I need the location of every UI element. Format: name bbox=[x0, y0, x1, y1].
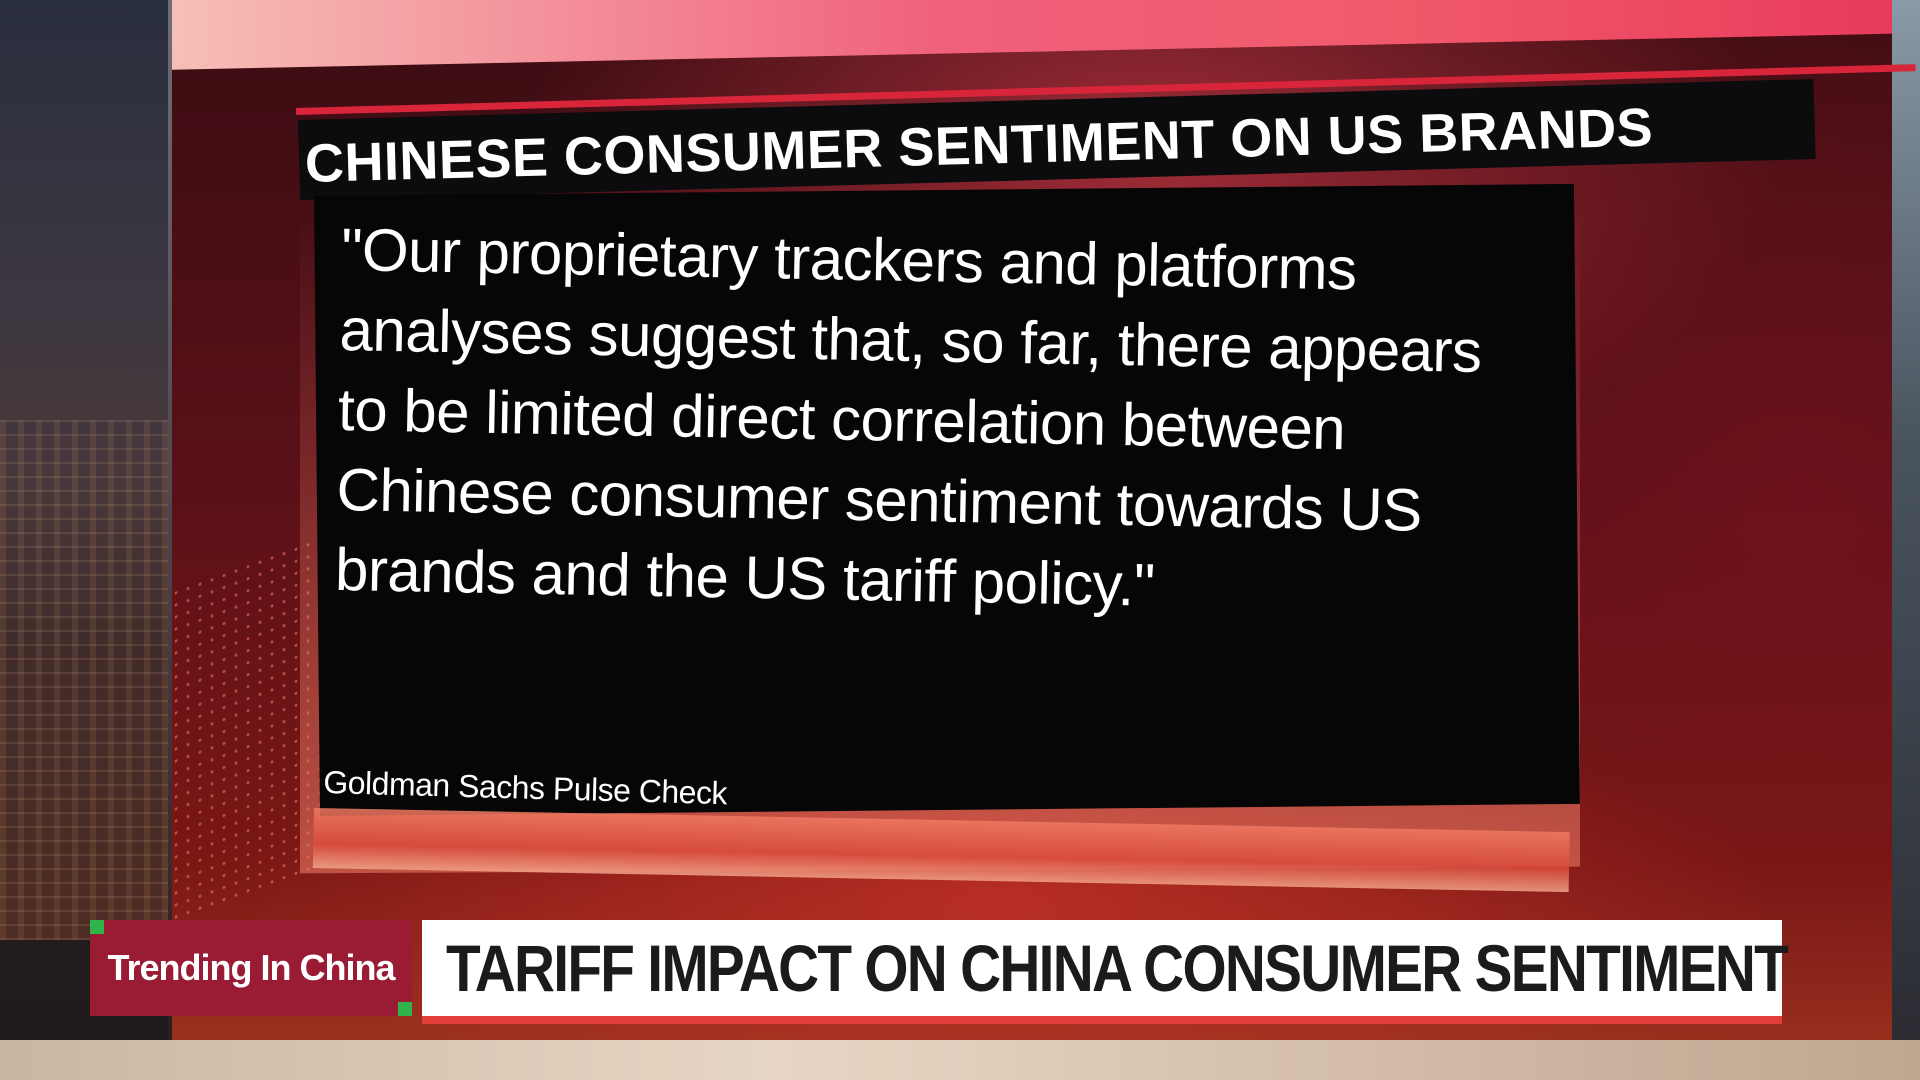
segment-tag-label: Trending In China bbox=[107, 947, 396, 988]
studio-floor bbox=[0, 1040, 1920, 1080]
lower-third-headline-bar bbox=[422, 920, 1782, 1016]
quote-text: "Our proprietary trackers and platforms … bbox=[334, 215, 1483, 619]
city-skyline-image bbox=[0, 420, 170, 940]
tag-corner-accent bbox=[398, 1002, 412, 1016]
lower-third-headline: TARIFF IMPACT ON CHINA CONSUMER SENTIMEN… bbox=[446, 931, 1789, 1005]
wall-divider bbox=[168, 0, 172, 1080]
tag-corner-accent bbox=[90, 920, 104, 934]
headline-underline bbox=[422, 1016, 1782, 1024]
lower-third-tag bbox=[90, 920, 412, 1016]
right-studio-edge bbox=[1892, 0, 1920, 1080]
